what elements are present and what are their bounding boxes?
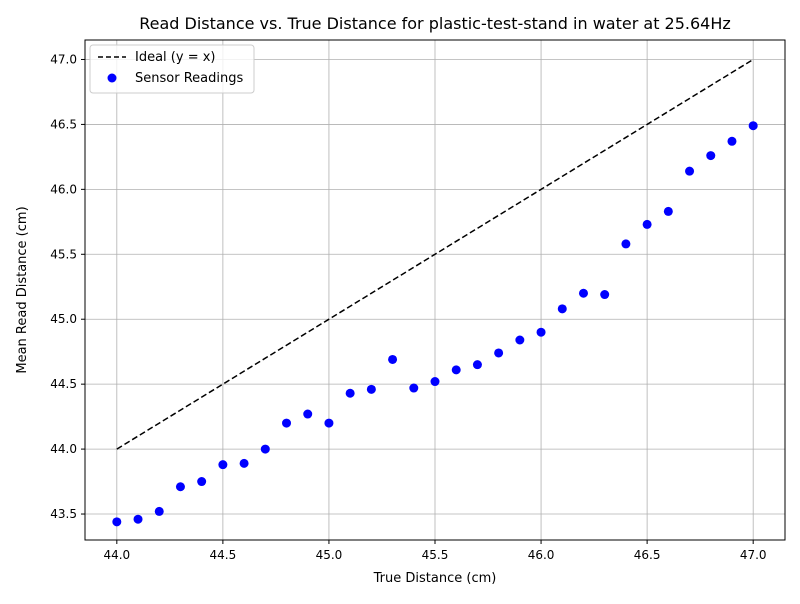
legend-box: [89, 44, 255, 94]
sensor-reading-point: [494, 348, 504, 358]
sensor-reading-point: [218, 460, 228, 470]
chart-title: Read Distance vs. True Distance for plas…: [139, 14, 731, 33]
sensor-reading-point: [557, 304, 567, 314]
sensor-reading-point: [706, 151, 716, 161]
sensor-reading-point: [239, 458, 249, 468]
x-axis-label: True Distance (cm): [373, 571, 497, 586]
sensor-reading-point: [663, 206, 673, 216]
x-tick-label: 45.0: [316, 548, 343, 562]
y-tick-label: 47.0: [50, 52, 77, 66]
sensor-reading-point: [642, 219, 652, 229]
series-layer: [112, 58, 758, 527]
y-tick-label: 45.5: [50, 247, 77, 261]
ideal-line: [116, 58, 754, 450]
y-tick-label: 45.0: [50, 312, 77, 326]
legend-label-sensor: Sensor Readings: [135, 71, 243, 86]
x-tick-label: 47.0: [740, 548, 767, 562]
sensor-reading-point: [430, 377, 440, 387]
sensor-reading-point: [451, 365, 461, 375]
y-tick-label: 46.5: [50, 117, 77, 131]
legend-sensor-swatch: [107, 73, 117, 83]
sensor-reading-point: [282, 418, 292, 428]
legend-label-ideal: Ideal (y = x): [135, 50, 215, 65]
sensor-reading-point: [260, 444, 270, 454]
sensor-reading-point: [303, 409, 313, 419]
sensor-reading-point: [133, 514, 143, 524]
y-tick-label: 44.5: [50, 377, 77, 391]
sensor-reading-point: [727, 136, 737, 146]
sensor-reading-point: [175, 482, 185, 492]
sensor-reading-point: [515, 335, 525, 345]
x-tick-label: 44.0: [103, 548, 130, 562]
sensor-reading-point: [409, 383, 419, 393]
x-tick-label: 45.5: [422, 548, 449, 562]
sensor-reading-point: [345, 388, 355, 398]
x-tick-label: 46.0: [528, 548, 555, 562]
y-tick-label: 43.5: [50, 507, 77, 521]
sensor-reading-point: [366, 384, 376, 394]
legend: Ideal (y = x) Sensor Readings: [89, 44, 255, 94]
sensor-reading-point: [685, 166, 695, 176]
sensor-reading-point: [324, 418, 334, 428]
sensor-reading-point: [197, 477, 207, 487]
y-tick-label: 44.0: [50, 442, 77, 456]
x-tick-label: 46.5: [634, 548, 661, 562]
tick-layer: 44.0 44.5 45.0 45.5 46.0 46.5 47.0 43.5 44.0 44.5…: [50, 52, 766, 562]
sensor-reading-point: [621, 239, 631, 249]
sensor-reading-point: [388, 354, 398, 364]
sensor-reading-point: [536, 327, 546, 337]
sensor-reading-point: [748, 121, 758, 131]
sensor-reading-point: [578, 288, 588, 298]
y-axis-label: Mean Read Distance (cm): [15, 206, 30, 373]
sensor-reading-point: [600, 290, 610, 300]
sensor-reading-point: [112, 517, 122, 527]
y-tick-label: 46.0: [50, 182, 77, 196]
sensor-reading-point: [154, 506, 164, 516]
x-tick-label: 44.5: [210, 548, 237, 562]
sensor-reading-point: [472, 360, 482, 370]
